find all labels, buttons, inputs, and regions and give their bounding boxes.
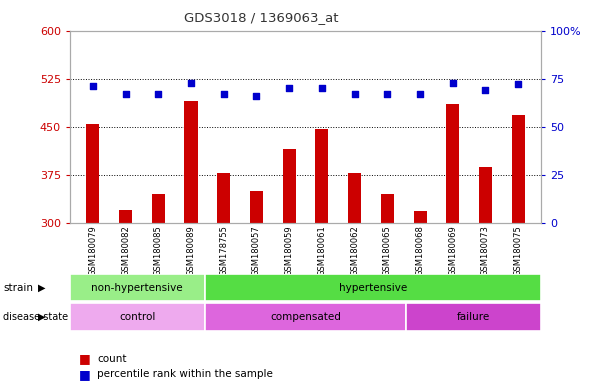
Text: failure: failure [457, 312, 491, 322]
Point [285, 85, 294, 91]
Point [153, 91, 163, 97]
Text: control: control [119, 312, 156, 322]
Point [448, 79, 458, 86]
Bar [381, 194, 394, 223]
Text: ▶: ▶ [38, 283, 45, 293]
Bar [283, 149, 295, 223]
Text: ■: ■ [79, 368, 91, 381]
Bar [250, 191, 263, 223]
Bar [446, 104, 459, 223]
Text: ▶: ▶ [38, 312, 45, 322]
Bar [70, 274, 204, 301]
Point [252, 93, 261, 99]
Bar [204, 303, 407, 331]
Bar [86, 124, 99, 223]
Bar [479, 167, 492, 223]
Bar [217, 173, 230, 223]
Text: non-hypertensive: non-hypertensive [91, 283, 183, 293]
Bar [316, 129, 328, 223]
Bar [407, 303, 541, 331]
Text: count: count [97, 354, 127, 364]
Text: GDS3018 / 1369063_at: GDS3018 / 1369063_at [184, 12, 339, 25]
Bar [70, 303, 204, 331]
Bar [152, 194, 165, 223]
Bar [204, 274, 541, 301]
Bar [348, 173, 361, 223]
Text: strain: strain [3, 283, 33, 293]
Text: percentile rank within the sample: percentile rank within the sample [97, 369, 273, 379]
Point [513, 81, 523, 88]
Bar [413, 211, 427, 223]
Bar [512, 115, 525, 223]
Point [481, 87, 491, 93]
Bar [184, 101, 198, 223]
Point [186, 79, 196, 86]
Point [88, 83, 98, 89]
Point [350, 91, 359, 97]
Point [317, 85, 326, 91]
Text: hypertensive: hypertensive [339, 283, 407, 293]
Bar [119, 210, 132, 223]
Text: compensated: compensated [270, 312, 341, 322]
Text: ■: ■ [79, 353, 91, 366]
Point [415, 91, 425, 97]
Point [382, 91, 392, 97]
Point [120, 91, 130, 97]
Text: disease state: disease state [3, 312, 68, 322]
Point [219, 91, 229, 97]
